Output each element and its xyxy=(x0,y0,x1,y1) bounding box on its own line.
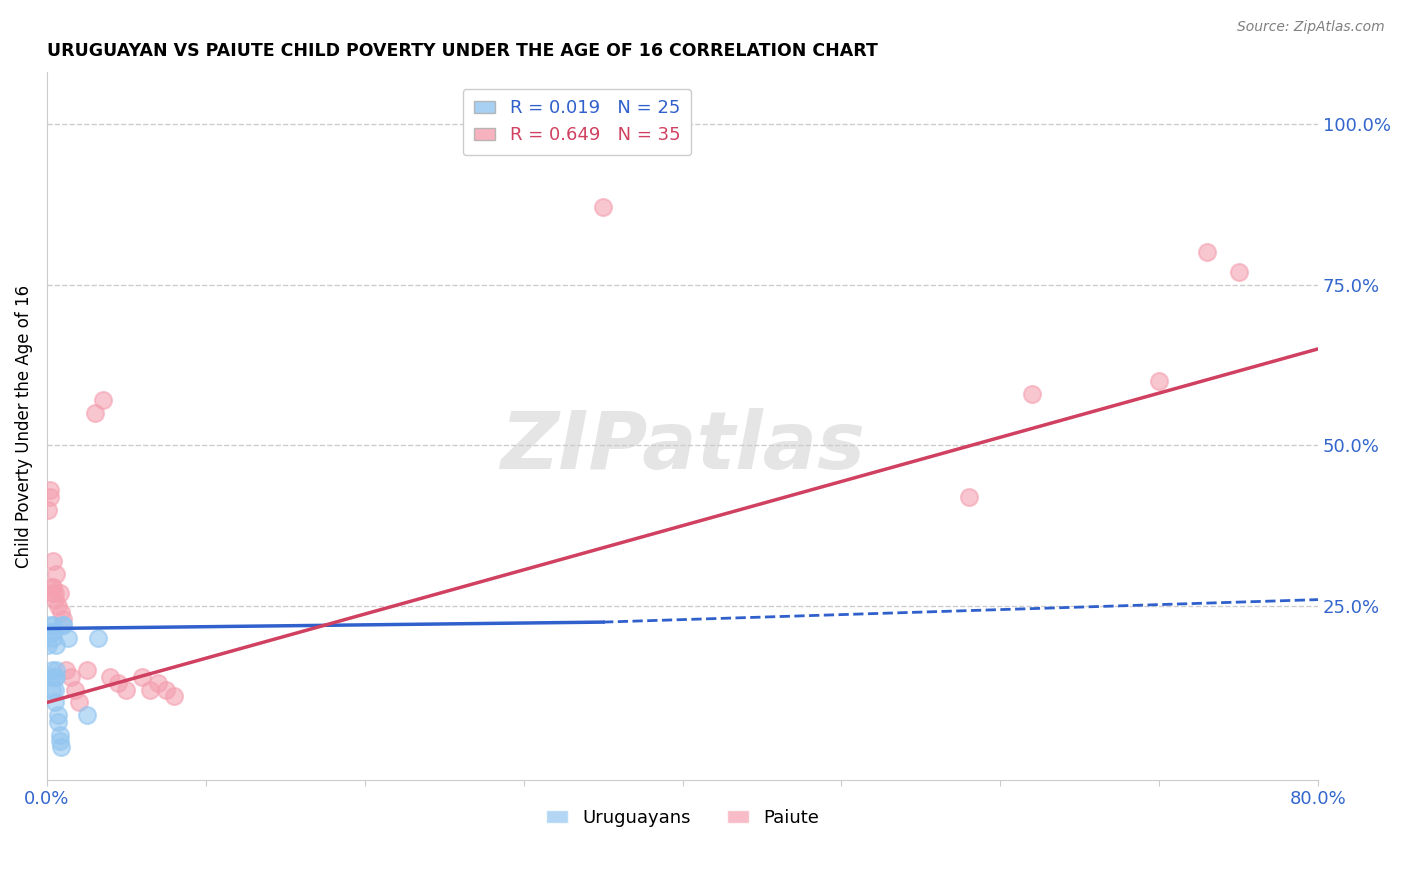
Point xyxy=(51,606,73,620)
Point xyxy=(100,670,122,684)
Point xyxy=(41,663,63,677)
Point xyxy=(131,670,153,684)
Point xyxy=(146,676,169,690)
Point xyxy=(76,708,98,723)
Point xyxy=(107,676,129,690)
Point xyxy=(52,618,75,632)
Point xyxy=(46,599,69,613)
Point xyxy=(44,592,66,607)
Point xyxy=(39,618,62,632)
Point xyxy=(48,728,70,742)
Point xyxy=(42,624,65,639)
Point xyxy=(87,631,110,645)
Point xyxy=(46,708,69,723)
Point xyxy=(83,406,105,420)
Point xyxy=(65,682,87,697)
Point xyxy=(44,682,66,697)
Point xyxy=(115,682,138,697)
Point xyxy=(1227,265,1250,279)
Point xyxy=(67,696,90,710)
Point xyxy=(51,740,73,755)
Point xyxy=(76,663,98,677)
Point xyxy=(39,624,62,639)
Point xyxy=(44,696,66,710)
Point xyxy=(42,631,65,645)
Point xyxy=(39,483,62,498)
Point xyxy=(52,612,75,626)
Text: Source: ZipAtlas.com: Source: ZipAtlas.com xyxy=(1237,20,1385,34)
Point xyxy=(1195,245,1218,260)
Point xyxy=(52,618,75,632)
Point xyxy=(48,586,70,600)
Point xyxy=(39,490,62,504)
Point xyxy=(163,689,186,703)
Point xyxy=(41,682,63,697)
Point xyxy=(45,663,67,677)
Point xyxy=(37,502,59,516)
Point xyxy=(45,638,67,652)
Y-axis label: Child Poverty Under the Age of 16: Child Poverty Under the Age of 16 xyxy=(15,285,32,567)
Text: ZIPatlas: ZIPatlas xyxy=(501,409,865,486)
Point xyxy=(42,618,65,632)
Point xyxy=(46,714,69,729)
Point xyxy=(1021,387,1043,401)
Point xyxy=(48,734,70,748)
Point xyxy=(41,586,63,600)
Point xyxy=(91,393,114,408)
Point xyxy=(44,670,66,684)
Point xyxy=(45,670,67,684)
Legend: Uruguayans, Paiute: Uruguayans, Paiute xyxy=(538,802,827,834)
Point xyxy=(1147,374,1170,388)
Point xyxy=(45,566,67,581)
Point xyxy=(139,682,162,697)
Point xyxy=(42,580,65,594)
Point xyxy=(55,663,77,677)
Point xyxy=(44,586,66,600)
Point xyxy=(957,490,980,504)
Point xyxy=(155,682,177,697)
Point xyxy=(37,638,59,652)
Point xyxy=(59,670,82,684)
Point xyxy=(592,201,614,215)
Point xyxy=(41,580,63,594)
Point xyxy=(56,631,79,645)
Point xyxy=(42,554,65,568)
Text: URUGUAYAN VS PAIUTE CHILD POVERTY UNDER THE AGE OF 16 CORRELATION CHART: URUGUAYAN VS PAIUTE CHILD POVERTY UNDER … xyxy=(46,42,877,60)
Point xyxy=(41,670,63,684)
